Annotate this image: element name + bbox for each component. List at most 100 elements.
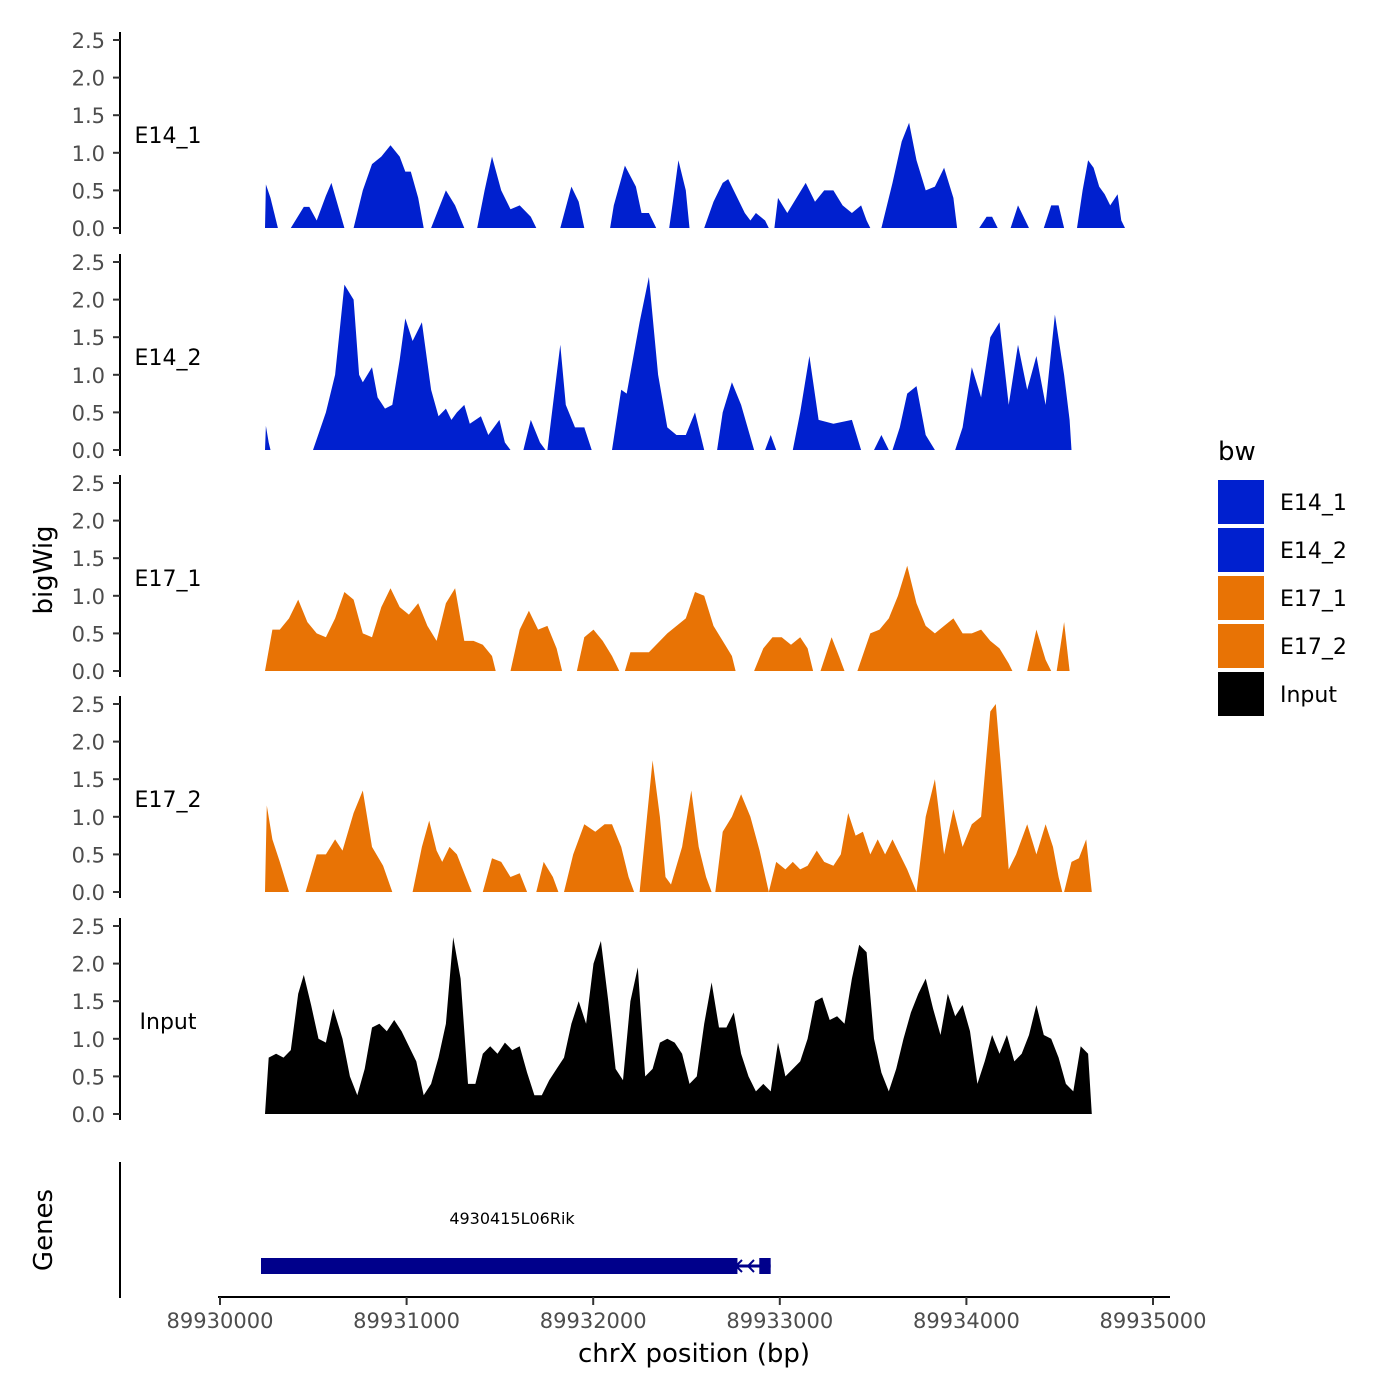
signal-area [892, 386, 935, 450]
signal-area [715, 794, 769, 892]
x-tick-label: 89934000 [913, 1309, 1020, 1333]
y-tick-label: 2.0 [72, 731, 105, 755]
signal-area [510, 610, 563, 671]
signal-area [431, 190, 465, 228]
signal-area [265, 937, 1092, 1114]
signal-area [547, 344, 592, 450]
signal-area [477, 156, 537, 228]
strand-arrow [734, 1259, 743, 1273]
y-tick-label: 1.5 [72, 547, 105, 571]
x-axis-title: chrX position (bp) [578, 1339, 810, 1369]
signal-area [1077, 160, 1125, 228]
signal-area [265, 184, 278, 228]
signal-area [881, 122, 958, 228]
x-axis-ticks: 89930000 89931000 89932000 89933000 89934000… [167, 1297, 1207, 1333]
signal-area [560, 186, 585, 228]
y-tick-label: 2.5 [72, 915, 105, 939]
signal-area [305, 790, 393, 892]
legend-label: E14_1 [1280, 491, 1347, 516]
y-tick-label: 1.0 [72, 364, 105, 388]
signal-area [820, 637, 845, 671]
y-tick-label: 0.0 [72, 217, 105, 241]
x-tick-label: 89930000 [167, 1309, 274, 1333]
track-panel-e17-1: 0.0 0.5 1.0 1.5 2.0 2.5 E17_1 [72, 472, 1070, 684]
legend-swatch [1218, 480, 1264, 524]
y-tick-label: 0.0 [72, 1103, 105, 1127]
signal-area [774, 182, 871, 228]
signal-area [704, 179, 769, 228]
track-label: Input [140, 1010, 197, 1035]
track-label: E17_2 [135, 788, 202, 813]
x-tick-label: 89933000 [726, 1309, 833, 1333]
y-tick-label: 2.5 [72, 693, 105, 717]
genes-track-title: Genes [29, 1189, 59, 1271]
signal-area [265, 588, 496, 671]
signal-area [857, 565, 1013, 671]
signal-area [624, 592, 736, 671]
signal-area [754, 637, 814, 671]
y-tick-label: 1.0 [72, 142, 105, 166]
track-panel-input: 0.0 0.5 1.0 1.5 2.0 2.5 Input [72, 915, 1092, 1127]
legend-swatch [1218, 624, 1264, 668]
y-tick-label: 2.0 [72, 67, 105, 91]
strand-arrow [746, 1259, 755, 1273]
y-tick-label: 0.5 [72, 179, 105, 203]
signal-area [669, 160, 690, 228]
legend-label: E17_1 [1280, 587, 1347, 612]
y-tick-label: 0.5 [72, 622, 105, 646]
signal-area [265, 805, 289, 892]
y-tick-label: 1.5 [72, 326, 105, 350]
genes-track: 4930415L06Rik [261, 1209, 771, 1274]
legend: E14_1 E14_2 E17_1 E17_2 Input [1218, 480, 1347, 716]
signal-area [612, 277, 705, 450]
y-tick-label: 0.0 [72, 660, 105, 684]
signal-area [523, 419, 546, 450]
track-panel-e17-2: 0.0 0.5 1.0 1.5 2.0 2.5 E17_2 [72, 693, 1092, 905]
signal-area [1043, 205, 1065, 228]
gene-name-label: 4930415L06Rik [449, 1209, 575, 1228]
track-label: E14_1 [135, 124, 202, 149]
signal-area [916, 704, 1063, 892]
signal-area [1027, 629, 1052, 671]
y-tick-label: 0.5 [72, 1065, 105, 1089]
legend-label: E17_2 [1280, 635, 1347, 660]
signal-area [412, 820, 472, 892]
signal-area [979, 216, 998, 228]
track-label: E14_2 [135, 346, 202, 371]
signal-area [874, 435, 889, 450]
y-tick-label: 2.0 [72, 510, 105, 534]
signal-area [1064, 839, 1092, 892]
signal-area [536, 861, 559, 892]
signal-area [482, 858, 528, 892]
y-tick-label: 2.5 [72, 251, 105, 275]
legend-swatch [1218, 672, 1264, 716]
gene-exon [759, 1258, 771, 1274]
y-tick-label: 0.5 [72, 843, 105, 867]
signal-area [353, 145, 424, 228]
signal-area [717, 382, 755, 450]
y-tick-label: 1.0 [72, 806, 105, 830]
signal-area [792, 356, 862, 450]
x-tick-label: 89932000 [540, 1309, 647, 1333]
y-tick-label: 1.5 [72, 768, 105, 792]
y-tick-label: 2.0 [72, 289, 105, 313]
signal-area [765, 435, 777, 450]
y-tick-label: 1.0 [72, 1028, 105, 1052]
signal-area [265, 425, 271, 450]
signal-area [1010, 205, 1029, 228]
signal-area [564, 824, 635, 892]
y-tick-label: 2.0 [72, 953, 105, 977]
y-tick-label: 1.5 [72, 104, 105, 128]
signal-area [313, 284, 511, 450]
signal-area [576, 629, 620, 671]
signal-area [290, 182, 345, 228]
legend-title: bw [1218, 437, 1256, 467]
legend-label: E14_2 [1280, 539, 1347, 564]
y-tick-label: 0.0 [72, 439, 105, 463]
y-tick-label: 1.5 [72, 990, 105, 1014]
x-tick-label: 89935000 [1100, 1309, 1207, 1333]
legend-swatch [1218, 576, 1264, 620]
track-label: E17_1 [135, 567, 202, 592]
track-panel-e14-1: 0.0 0.5 1.0 1.5 2.0 2.5 E14_1 [72, 29, 1125, 241]
